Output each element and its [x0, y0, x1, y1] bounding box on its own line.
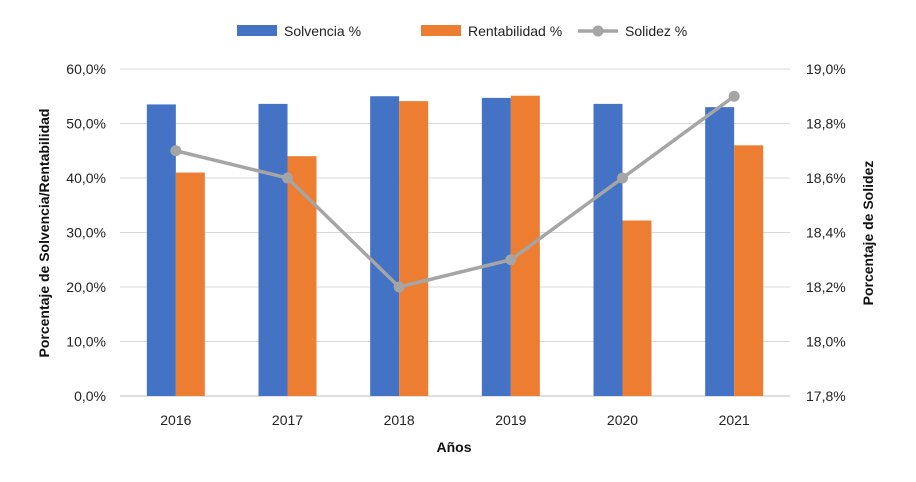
- x-tick-label-2021: 2021: [719, 412, 750, 428]
- x-axis-title: Años: [437, 439, 472, 455]
- y-tick-label: 50,0%: [66, 116, 106, 132]
- solidez-line: [175, 94, 736, 289]
- y2-tick-label: 18,2%: [806, 279, 846, 295]
- solidez-point-2019: [505, 254, 517, 266]
- y-tick-label: 60,0%: [66, 61, 106, 77]
- x-tick-label-2017: 2017: [272, 412, 303, 428]
- y2-tick-label: 17,8%: [806, 388, 846, 404]
- solidez-line-series: [170, 90, 740, 293]
- y2-tick-label: 18,8%: [806, 116, 846, 132]
- bar-rentabilidad-2019: [510, 95, 540, 396]
- y-tick-label: 20,0%: [66, 279, 106, 295]
- y2-tick-label: 18,4%: [806, 225, 846, 241]
- x-tick-label-2020: 2020: [607, 412, 638, 428]
- x-tick-label-2019: 2019: [495, 412, 526, 428]
- tick-labels: 0,0% 10,0% 20,0% 30,0% 40,0% 50,0% 60,0% 17,8% 1…: [66, 61, 845, 428]
- bar-rentabilidad-2017: [287, 156, 317, 396]
- y2-tick-label: 18,6%: [806, 170, 846, 186]
- bar-solvencia-2021: [705, 107, 735, 397]
- y-axis-title: Porcentaje de Solvencia/Rentabilidad: [36, 109, 52, 358]
- legend-swatch-rentabilidad: [421, 25, 461, 36]
- solidez-point-2018: [393, 281, 405, 293]
- bar-solvencia-2017: [258, 103, 288, 396]
- bar-rentabilidad-2016: [175, 172, 205, 396]
- legend-swatch-solvencia: [237, 25, 277, 36]
- bars: [146, 95, 764, 397]
- bar-rentabilidad-2020: [622, 220, 652, 396]
- y2-tick-label: 18,0%: [806, 334, 846, 350]
- solidez-point-2020: [617, 172, 628, 184]
- bar-rentabilidad-2021: [734, 145, 764, 396]
- solidez-point-2021: [728, 90, 740, 102]
- y2-axis-title: Porcentaje de Solidez: [860, 161, 876, 306]
- bar-solvencia-2019: [481, 97, 511, 396]
- y-tick-label: 0,0%: [74, 388, 106, 404]
- solidez-point-2016: [170, 145, 182, 157]
- y2-tick-label: 19,0%: [806, 61, 846, 77]
- legend-marker-solidez: [592, 25, 604, 37]
- gridlines: [120, 68, 790, 397]
- y-tick-label: 10,0%: [66, 334, 106, 350]
- legend-label-solvencia: Solvencia %: [284, 23, 361, 39]
- bar-solvencia-2020: [593, 103, 623, 396]
- legend-label-solidez: Solidez %: [625, 23, 687, 39]
- axis-titles: Años Porcentaje de Solvencia/Rentabilida…: [36, 109, 876, 455]
- legend-label-rentabilidad: Rentabilidad %: [468, 23, 562, 39]
- bar-rentabilidad-2018: [399, 101, 429, 396]
- y-tick-label: 30,0%: [66, 225, 106, 241]
- x-tick-label-2018: 2018: [384, 412, 415, 428]
- x-tick-label-2016: 2016: [160, 412, 191, 428]
- legend: Solvencia % Rentabilidad % Solidez %: [237, 23, 687, 39]
- y-tick-label: 40,0%: [66, 170, 106, 186]
- bar-solvencia-2018: [370, 96, 400, 396]
- solidez-point-2017: [282, 172, 293, 184]
